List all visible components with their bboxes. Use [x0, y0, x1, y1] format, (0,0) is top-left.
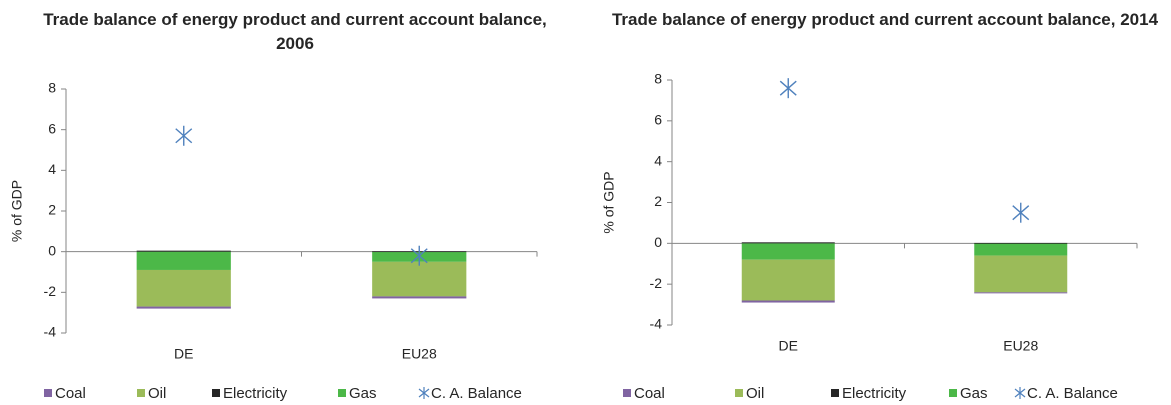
- chart: -4 -2 0 2 4 6 8 % of GDP DE EU28 Coal Oil Electricit…: [9, 80, 538, 402]
- chart-panel: Trade balance of energy product and curr…: [585, 0, 1171, 405]
- bar-segment: [372, 296, 467, 299]
- ca-marker: [410, 245, 428, 266]
- y-tick-label: 0: [654, 234, 662, 250]
- legend-marker: [1014, 387, 1026, 399]
- legend-swatch: [735, 389, 743, 397]
- legend-label: Coal: [55, 385, 86, 402]
- legend-label: Oil: [746, 385, 764, 402]
- ca-marker: [779, 78, 797, 99]
- y-tick-label: -2: [650, 275, 663, 291]
- y-tick-label: 8: [654, 71, 662, 87]
- bar-segment: [741, 300, 835, 303]
- bar-segment: [136, 306, 231, 309]
- legend-swatch: [212, 389, 220, 397]
- legend-label: Electricity: [842, 385, 907, 402]
- x-tick-label: DE: [174, 346, 193, 362]
- legend-marker: [418, 387, 430, 399]
- bar-segment: [136, 269, 231, 307]
- y-tick-label: 4: [48, 161, 56, 177]
- bar-segment: [741, 243, 835, 260]
- y-tick-label: 8: [48, 80, 56, 96]
- chart: -4 -2 0 2 4 6 8 % of GDP DE EU28 Coal Oil Electricit…: [601, 71, 1138, 402]
- bar-segment: [974, 292, 1068, 294]
- legend-swatch: [623, 389, 631, 397]
- legend-swatch: [949, 389, 957, 397]
- y-tick-label: -4: [44, 324, 57, 340]
- bar-segment: [974, 242, 1068, 244]
- marker-stroke: [1012, 205, 1030, 221]
- bar-segment: [136, 250, 231, 252]
- y-tick-label: 2: [654, 193, 662, 209]
- y-tick-label: -2: [44, 283, 57, 299]
- legend-label: Gas: [349, 385, 377, 402]
- bar-segment: [741, 259, 835, 301]
- marker-stroke: [410, 248, 428, 264]
- chart-title: Trade balance of energy product and curr…: [611, 10, 1159, 29]
- y-tick-label: 6: [654, 112, 662, 128]
- legend-label: Gas: [960, 385, 988, 402]
- ca-marker: [175, 125, 193, 146]
- x-tick-label: EU28: [402, 346, 437, 362]
- y-tick-label: -4: [650, 316, 663, 332]
- y-tick-label: 6: [48, 120, 56, 136]
- legend-swatch: [137, 389, 145, 397]
- y-axis-label: % of GDP: [601, 171, 617, 233]
- legend-swatch: [338, 389, 346, 397]
- y-axis-label: % of GDP: [9, 180, 25, 242]
- bar-segment: [974, 255, 1068, 293]
- legend-label: Oil: [148, 385, 166, 402]
- x-tick-label: DE: [779, 338, 798, 354]
- y-tick-label: 0: [48, 242, 56, 258]
- bar-segment: [741, 242, 835, 244]
- legend-label: Coal: [634, 385, 665, 402]
- marker-stroke: [175, 128, 193, 144]
- chart-title: Trade balance of energy product and curr…: [43, 10, 547, 53]
- marker-stroke: [779, 80, 797, 96]
- legend-swatch: [831, 389, 839, 397]
- y-tick-label: 2: [48, 202, 56, 218]
- y-tick-label: 4: [654, 152, 662, 168]
- ca-marker: [1012, 202, 1030, 223]
- bar-segment: [974, 243, 1068, 256]
- bar-segment: [372, 261, 467, 297]
- legend-label: Electricity: [223, 385, 288, 402]
- marker-stroke: [1014, 388, 1026, 398]
- legend-swatch: [44, 389, 52, 397]
- legend-label: C. A. Balance: [431, 385, 522, 402]
- marker-stroke: [418, 388, 430, 398]
- legend-label: C. A. Balance: [1027, 385, 1118, 402]
- x-tick-label: EU28: [1003, 338, 1038, 354]
- bar-segment: [136, 251, 231, 270]
- chart-panel: Trade balance of energy product and curr…: [0, 0, 585, 405]
